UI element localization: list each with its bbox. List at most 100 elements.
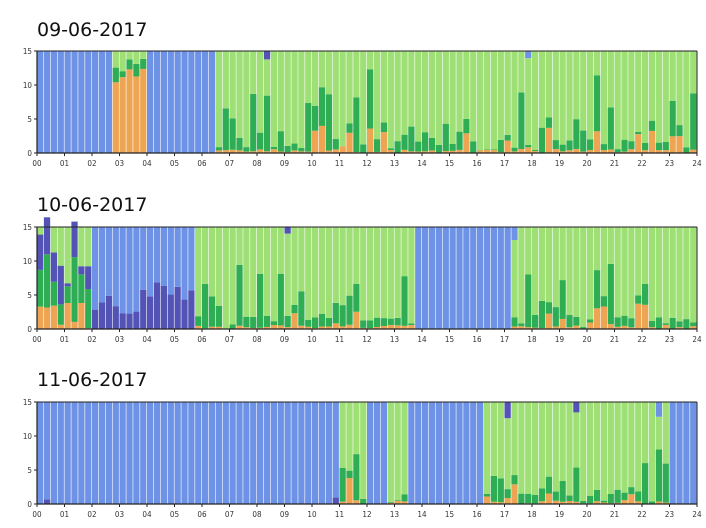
bar-segment-blue — [683, 402, 690, 504]
bar-segment-blue — [195, 51, 202, 153]
bar-segment-orange — [208, 326, 216, 329]
bar-segment-dark_green — [593, 270, 601, 309]
bar-segment-green — [387, 402, 394, 502]
bar-segment-green — [628, 227, 635, 319]
bar-segment-green — [37, 227, 44, 235]
bar-segment-orange — [380, 132, 388, 153]
bar-segment-green — [367, 227, 374, 321]
bar-segment-blue — [422, 227, 429, 329]
bar-segment-dark_green — [642, 463, 649, 504]
bar-segment-dark_green — [442, 123, 449, 152]
bar-segment-purple — [57, 265, 64, 305]
bar-segment-green — [532, 227, 539, 315]
bar-segment-green — [332, 227, 339, 303]
bar-segment-green — [518, 402, 525, 494]
bar-segment-blue — [312, 402, 319, 504]
bar-segment-blue — [408, 402, 415, 504]
bar-segment-orange — [119, 77, 126, 153]
bar-segment-green — [497, 402, 504, 479]
bar-segment-blue — [133, 402, 140, 504]
bar-segment-dark_green — [422, 132, 429, 152]
x-tick-label: 19 — [555, 159, 565, 168]
bar-segment-dark_green — [380, 318, 388, 326]
bar-segment-orange — [215, 150, 223, 153]
bar-segment-dark_green — [401, 134, 408, 150]
bar-segment-orange — [140, 68, 147, 153]
bar-segment-orange — [339, 146, 346, 153]
bar-segment-blue — [64, 51, 71, 153]
bar-segment-blue — [57, 51, 64, 153]
bar-segment-dark_green — [600, 296, 608, 307]
bar-segment-dark_green — [545, 117, 553, 128]
bar-segment-blue — [160, 51, 168, 153]
bar-segment-orange — [298, 151, 305, 153]
bar-segment-green — [490, 51, 498, 150]
bar-segment-green — [621, 402, 628, 493]
bar-segment-green — [250, 51, 257, 94]
y-tick-label: 5 — [27, 466, 32, 475]
bar-segment-orange — [401, 325, 408, 329]
bar-segment-dark_green — [250, 316, 257, 328]
bar-segment-dark_green — [64, 286, 71, 304]
x-tick-label: 15 — [445, 335, 454, 344]
bar-segment-dark_green — [318, 313, 326, 327]
bar-segment-blue — [449, 227, 456, 329]
bar-segment-blue — [208, 51, 216, 153]
x-tick-label: 03 — [115, 335, 124, 344]
bar-segment-blue — [98, 51, 106, 153]
bar-segment-blue — [85, 402, 92, 504]
bar-segment-dark_green — [600, 500, 608, 503]
bar-segment-orange — [545, 493, 553, 504]
bar-segment-purple — [98, 302, 106, 329]
bar-segment-green — [339, 51, 346, 147]
bar-segment-green — [353, 227, 360, 284]
bar-segment-green — [284, 51, 291, 146]
bar-segment-blue — [415, 227, 422, 329]
bar-segment-green — [257, 51, 264, 133]
bar-segment-orange — [257, 149, 264, 153]
bar-segment-green — [449, 51, 456, 144]
bar-segment-dark_green — [298, 147, 305, 152]
bar-segment-green — [607, 227, 614, 264]
bar-segment-dark_green — [552, 307, 559, 327]
bar-segment-orange — [628, 327, 635, 329]
bar-segment-dark_green — [532, 150, 539, 152]
bar-segment-purple — [126, 313, 133, 329]
bar-segment-blue — [202, 402, 209, 504]
bar-segment-green — [593, 227, 601, 271]
bar-segment-green — [373, 227, 381, 318]
bar-segment-blue — [174, 227, 181, 287]
x-tick-label: 16 — [472, 510, 482, 519]
bar-segment-blue — [504, 227, 511, 329]
bar-segment-green — [545, 227, 553, 303]
bar-segment-orange — [538, 501, 546, 504]
bar-segment-blue — [153, 227, 161, 283]
bar-segment-orange — [325, 150, 333, 153]
bar-segment-dark_green — [511, 475, 518, 485]
bar-segment-blue — [181, 227, 188, 300]
bar-segment-dark_green — [580, 327, 587, 329]
x-tick-label: 13 — [390, 510, 399, 519]
bar-segment-orange — [648, 130, 656, 153]
bar-segment-orange — [270, 149, 278, 153]
bar-segment-blue — [57, 402, 64, 504]
x-tick-label: 23 — [665, 510, 674, 519]
bar-segment-blue — [690, 402, 697, 504]
bar-segment-orange — [559, 501, 566, 504]
bar-segment-purple — [188, 290, 195, 329]
bar-segment-green — [422, 51, 429, 133]
bar-segment-orange — [635, 501, 642, 504]
x-tick-label: 19 — [555, 510, 565, 519]
bar-segment-blue — [483, 227, 491, 329]
bar-segment-dark_green — [676, 321, 683, 328]
bar-segment-dark_green — [277, 131, 284, 152]
bar-segment-green — [470, 51, 477, 142]
bar-segment-green — [662, 402, 669, 464]
x-tick-label: 01 — [60, 335, 69, 344]
bar-segment-green — [442, 51, 449, 124]
bar-segment-green — [669, 51, 676, 101]
x-tick-label: 15 — [445, 510, 454, 519]
bar-segment-blue — [160, 227, 168, 286]
x-tick-label: 20 — [582, 335, 592, 344]
bar-segment-dark_green — [415, 141, 422, 152]
